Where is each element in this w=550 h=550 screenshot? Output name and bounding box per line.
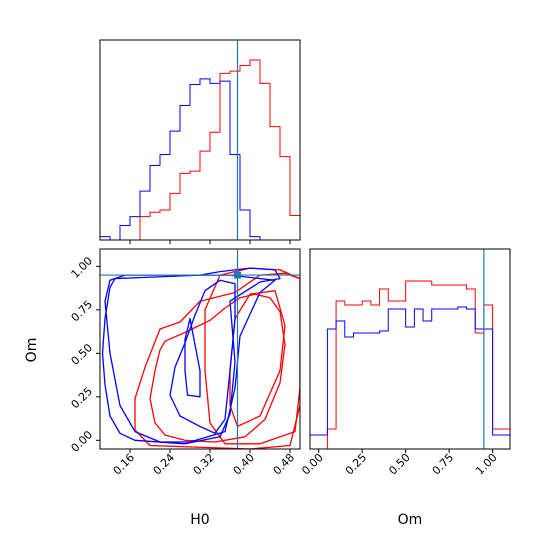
- contour-level-2: [229, 290, 286, 428]
- contour-level-4: [104, 274, 276, 443]
- ylabel-Om: Om: [24, 338, 40, 363]
- marks-hist-H0: [100, 40, 300, 240]
- frame-hist-H0: [99, 39, 301, 241]
- x-tick-label-3: 0.40: [231, 451, 258, 478]
- hist-step-series-1: [100, 78, 300, 240]
- x-tick-label-4: 1.00: [473, 451, 500, 478]
- contour-level-5: [101, 267, 281, 445]
- truth-marker: [234, 271, 241, 279]
- hist-step-series-0: [310, 280, 510, 449]
- x-tick-label-0: 0.16: [111, 451, 138, 478]
- hist-step-series-1: [310, 306, 510, 436]
- frame-contour: [99, 248, 301, 450]
- x-tick-label-2: 0.50: [386, 451, 413, 478]
- hist-step-series-0: [100, 59, 300, 240]
- xlabel-Om: Om: [398, 512, 423, 528]
- xlabel-H0: H0: [190, 512, 209, 528]
- ticks-hist-Om: 0.00 0.25 0.50 0.75 1.00: [299, 449, 500, 478]
- x-tick-label-2: 0.32: [191, 451, 218, 478]
- y-tick-label-1: 0.25: [69, 385, 96, 412]
- panel-hist-Om: 0.00 0.25 0.50 0.75 1.00 Om: [299, 248, 511, 528]
- ticks-contour: 0.16 0.24 0.32 0.40 0.48 0.00 0.25 0.50 0.75 1.00: [69, 254, 298, 477]
- frame-hist-Om: [309, 248, 511, 450]
- x-tick-label-0: 0.00: [299, 451, 326, 478]
- y-tick-label-4: 1.00: [69, 254, 96, 281]
- marks-hist-Om: [310, 249, 510, 449]
- y-tick-label-3: 0.75: [69, 298, 96, 325]
- x-tick-label-1: 0.25: [343, 451, 370, 478]
- contour-level-3: [149, 293, 286, 443]
- contour-level-7: [184, 317, 201, 398]
- panel-contour-H0-Om: 0.16 0.24 0.32 0.40 0.48 0.00 0.25 0.50 0.75 1.00…: [24, 248, 301, 528]
- panel-hist-H0: [99, 39, 301, 244]
- x-tick-label-4: 0.48: [271, 451, 298, 478]
- marks-contour: [100, 249, 300, 449]
- ticks-hist-H0: [129, 240, 291, 244]
- contour-level-1: [134, 272, 300, 449]
- y-tick-label-0: 0.00: [69, 428, 96, 455]
- contour-level-6: [169, 279, 236, 434]
- y-tick-label-2: 0.50: [69, 341, 96, 368]
- x-tick-label-3: 0.75: [430, 451, 457, 478]
- x-tick-label-1: 0.24: [151, 451, 178, 478]
